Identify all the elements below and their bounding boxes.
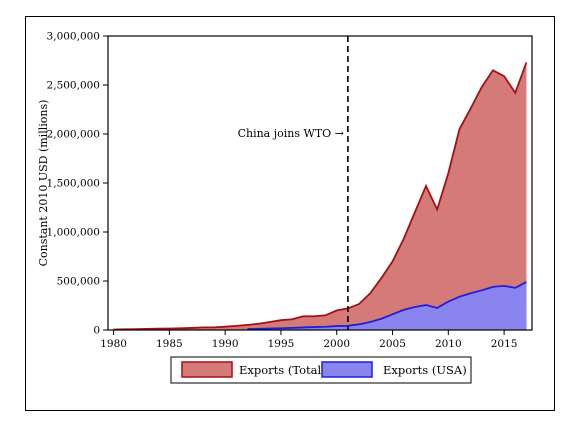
y-axis: 0 500,000 1,000,000 1,500,000 2,000,000 2,500… (47, 31, 108, 337)
y-tick-label: 0 (93, 325, 100, 337)
x-tick-label: 1995 (268, 338, 295, 350)
figure-frame (25, 16, 555, 411)
x-tick-label: 1990 (212, 338, 239, 350)
legend-box (170, 356, 472, 384)
y-axis-label: Constant 2010 USD (millions) (37, 100, 50, 267)
legend-label-total: Exports (Total) (239, 363, 326, 377)
legend: Exports (Total) Exports (USA) (170, 356, 472, 384)
x-tick-label: 2005 (379, 338, 406, 350)
wto-annotation: China joins WTO → (238, 127, 344, 140)
y-tick-label: 1,000,000 (47, 227, 100, 239)
series-line-1 (247, 281, 527, 330)
series-area-0 (113, 62, 527, 331)
y-tick-label: 500,000 (57, 276, 100, 288)
y-tick-label: 2,500,000 (47, 80, 100, 92)
legend-swatch-total (181, 361, 233, 378)
y-tick-label: 3,000,000 (47, 31, 100, 43)
legend-label-usa: Exports (USA) (383, 363, 467, 377)
series-area-1 (247, 281, 527, 330)
y-tick-label: 1,500,000 (47, 178, 100, 190)
x-tick-label: 2010 (435, 338, 462, 350)
x-tick-label: 2000 (323, 338, 350, 350)
x-tick-label: 2015 (491, 338, 518, 350)
legend-swatch-usa (321, 361, 373, 378)
x-tick-label: 1985 (156, 338, 183, 350)
x-axis: 1980 1985 1990 1995 2000 2005 2010 2015 (100, 330, 517, 350)
series-areas (113, 62, 528, 331)
x-tick-label: 1980 (100, 338, 127, 350)
series-line-0 (113, 62, 528, 331)
y-tick-label: 2,000,000 (47, 129, 100, 141)
